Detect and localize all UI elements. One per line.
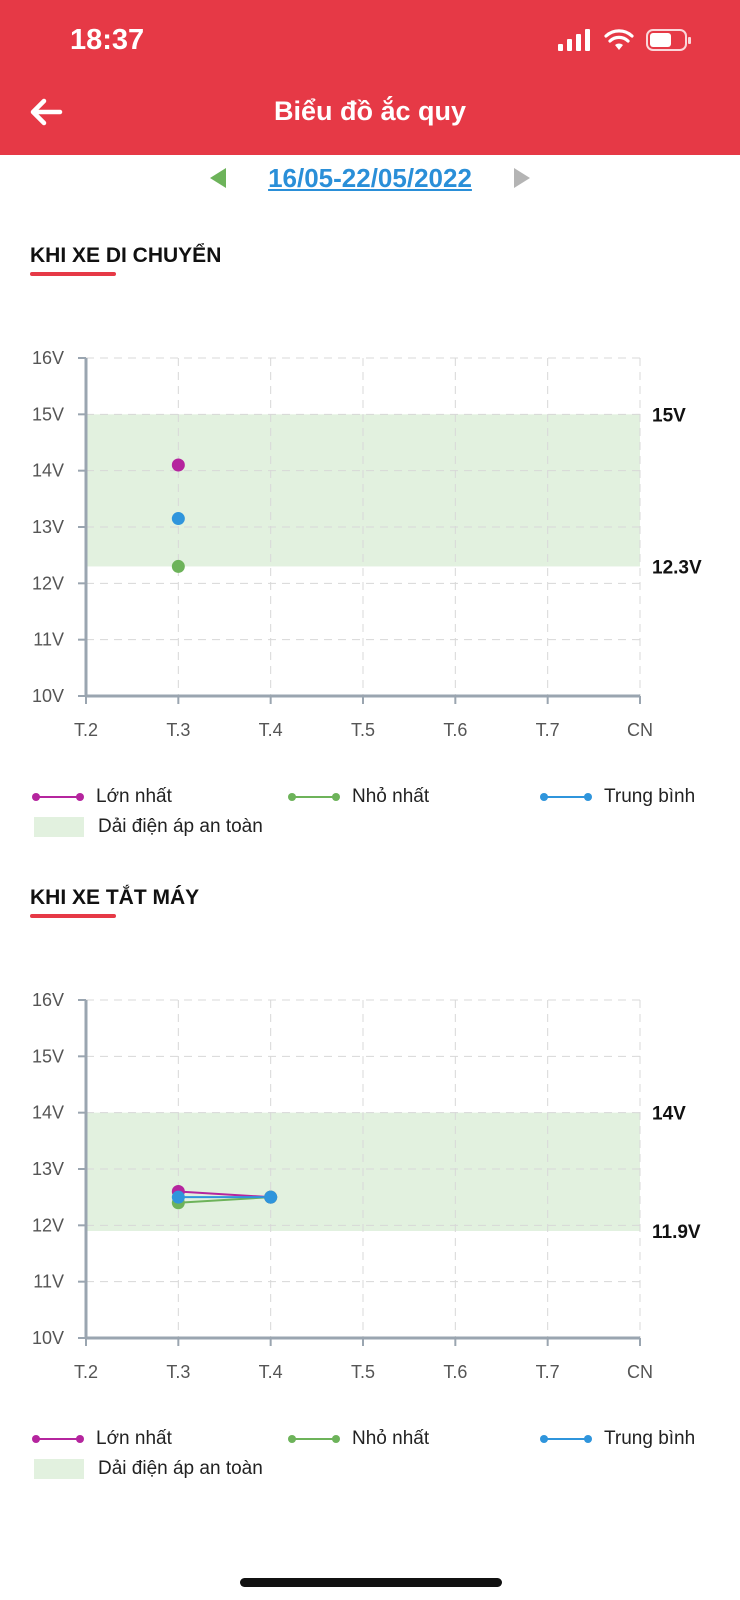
x-tick-label: T.7 <box>536 720 560 740</box>
legend-label-avg: Trung bình <box>604 1428 696 1449</box>
x-tick-label: T.3 <box>166 720 190 740</box>
x-tick-label: CN <box>627 1362 653 1382</box>
app-header: 18:37 Biểu đồ ắc quy <box>0 0 740 155</box>
wifi-icon <box>604 29 634 50</box>
y-tick-label: 16V <box>32 990 64 1010</box>
x-tick-label: T.4 <box>259 720 283 740</box>
legend-engine-off: Lớn nhất Nhỏ nhất Trung bình Dải điện áp… <box>32 1428 714 1488</box>
page-title: Biểu đồ ắc quy <box>273 96 467 126</box>
signal-icon <box>558 29 590 51</box>
section-title-engine-off: KHI XE TẮT MÁY <box>30 886 200 909</box>
legend-label-max: Lớn nhất <box>96 1428 172 1449</box>
legend-line-max <box>32 792 84 802</box>
data-point-avg <box>264 1190 278 1204</box>
legend-item-min: Nhỏ nhất <box>288 1428 430 1450</box>
x-tick-label: T.7 <box>536 1362 560 1382</box>
y-tick-label: 10V <box>32 1328 64 1348</box>
y-tick-label: 11V <box>33 1272 64 1292</box>
legend-item-safe-band: Dải điện áp an toàn <box>34 1458 263 1480</box>
data-point-max <box>171 458 185 472</box>
x-tick-label: T.4 <box>259 1362 283 1382</box>
y-tick-label: 14V <box>32 1103 64 1123</box>
legend-line-avg <box>540 792 592 802</box>
legend-item-avg: Trung bình <box>540 1428 696 1450</box>
y-tick-label: 13V <box>32 517 64 537</box>
y-tick-label: 14V <box>32 461 64 481</box>
data-point-avg <box>171 1190 185 1204</box>
legend-swatch-safe <box>34 817 84 837</box>
legend-line-min <box>288 792 340 802</box>
legend-item-safe-band: Dải điện áp an toàn <box>34 816 263 838</box>
legend-label-min: Nhỏ nhất <box>352 1428 430 1449</box>
x-tick-label: T.3 <box>166 1362 190 1382</box>
y-tick-label: 16V <box>32 348 64 368</box>
safe-band-lower-label: 12.3V <box>652 557 702 578</box>
x-tick-label: T.2 <box>74 720 98 740</box>
y-tick-label: 10V <box>32 686 64 706</box>
section-underline <box>30 914 116 918</box>
y-tick-label: 13V <box>32 1159 64 1179</box>
section-title-driving: KHI XE DI CHUYỂN <box>30 244 222 267</box>
legend-line-min <box>288 1434 340 1444</box>
safe-band-upper-label: 14V <box>652 1104 686 1125</box>
voltage-chart-driving: 10V 11V 12V 13V 14V 15V 16V T.2 T.3 T.4 T.5 T.6 T.7 C… <box>32 348 702 740</box>
legend-item-max: Lớn nhất <box>32 1428 172 1450</box>
legend-label-min: Nhỏ nhất <box>352 786 430 807</box>
y-tick-label: 15V <box>32 404 64 424</box>
x-tick-label: T.6 <box>443 720 467 740</box>
y-tick-label: 11V <box>33 630 64 650</box>
home-indicator <box>240 1578 502 1587</box>
legend-label-safe: Dải điện áp an toàn <box>98 816 263 837</box>
next-week-icon[interactable] <box>510 166 534 190</box>
section-underline <box>30 272 116 276</box>
legend-label-avg: Trung bình <box>604 786 696 807</box>
x-tick-label: T.5 <box>351 720 375 740</box>
date-range-link[interactable]: 16/05-22/05/2022 <box>268 162 472 193</box>
legend-line-avg <box>540 1434 592 1444</box>
back-arrow-icon[interactable] <box>26 92 66 132</box>
legend-driving: Lớn nhất Nhỏ nhất Trung bình Dải điện áp… <box>32 786 714 846</box>
data-point-avg <box>171 512 185 526</box>
legend-label-max: Lớn nhất <box>96 786 172 807</box>
y-tick-label: 15V <box>32 1046 64 1066</box>
legend-item-max: Lớn nhất <box>32 786 172 808</box>
safe-band-lower-label: 11.9V <box>652 1222 701 1243</box>
x-tick-label: T.6 <box>443 1362 467 1382</box>
date-navigation: 16/05-22/05/2022 <box>0 160 740 196</box>
status-time: 18:37 <box>70 24 145 56</box>
x-tick-label: T.2 <box>74 1362 98 1382</box>
previous-week-icon[interactable] <box>206 166 230 190</box>
y-tick-label: 12V <box>32 1215 64 1235</box>
legend-item-avg: Trung bình <box>540 786 696 808</box>
x-tick-label: T.5 <box>351 1362 375 1382</box>
data-point-min <box>171 559 185 573</box>
y-tick-label: 12V <box>32 573 64 593</box>
status-icons <box>558 28 692 52</box>
legend-line-max <box>32 1434 84 1444</box>
voltage-chart-engine-off: 10V 11V 12V 13V 14V 15V 16V T.2 T.3 T.4 T.5 T.6 T.7 C… <box>32 990 701 1382</box>
safe-band-upper-label: 15V <box>652 405 686 426</box>
legend-label-safe: Dải điện áp an toàn <box>98 1458 263 1479</box>
x-tick-label: CN <box>627 720 653 740</box>
legend-swatch-safe <box>34 1459 84 1479</box>
battery-icon <box>646 29 691 51</box>
legend-item-min: Nhỏ nhất <box>288 786 430 808</box>
